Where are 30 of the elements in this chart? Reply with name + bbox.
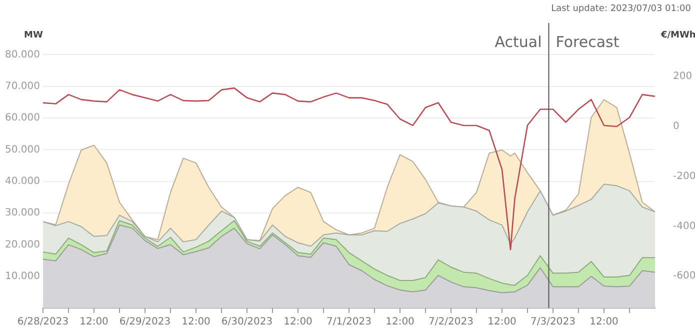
x-tick-label: 6/28/2023 (17, 316, 69, 328)
x-tick-label: 6/29/2023 (119, 316, 171, 328)
y-tick-label: 10.000 (5, 270, 40, 282)
y-tick-label: 60.000 (5, 112, 40, 124)
x-tick-label: 12:00 (590, 316, 618, 328)
y2-axis-title: €/MWh (660, 30, 695, 40)
annotation: Forecast (556, 32, 620, 51)
y-tick-label: 40.000 (5, 176, 40, 187)
x-tick-label: 7/1/2023 (326, 316, 372, 328)
x-tick-label: 6/30/2023 (221, 316, 273, 328)
x-tick-label: 12:00 (488, 316, 516, 328)
x-tick-label: 12:00 (386, 316, 414, 328)
y-tick-label: 20.000 (5, 239, 40, 250)
x-tick-label: 7/3/2023 (530, 316, 576, 328)
x-tick-label: 12:00 (80, 316, 108, 328)
x-tick-label: 12:00 (182, 316, 210, 328)
y-tick-label: 30.000 (5, 208, 40, 219)
y2-tick-label: -200 (673, 170, 695, 182)
x-tick-label: 12:00 (284, 316, 312, 328)
text: Last update: 2023/07/03 01:00 (551, 4, 691, 14)
y2-tick-label: -600 (673, 270, 695, 282)
y2-tick-label: 0 (673, 121, 680, 132)
y2-tick-label: -400 (673, 220, 695, 232)
y2-tick-label: 200 (673, 71, 692, 82)
y-tick-label: 50.000 (5, 144, 40, 156)
annotation: Actual (494, 32, 542, 51)
y-tick-label: 80.000 (5, 49, 40, 60)
x-tick-label: 7/2/2023 (428, 316, 474, 328)
y-axis-title: MW (24, 30, 43, 40)
y-tick-label: 70.000 (5, 80, 40, 92)
